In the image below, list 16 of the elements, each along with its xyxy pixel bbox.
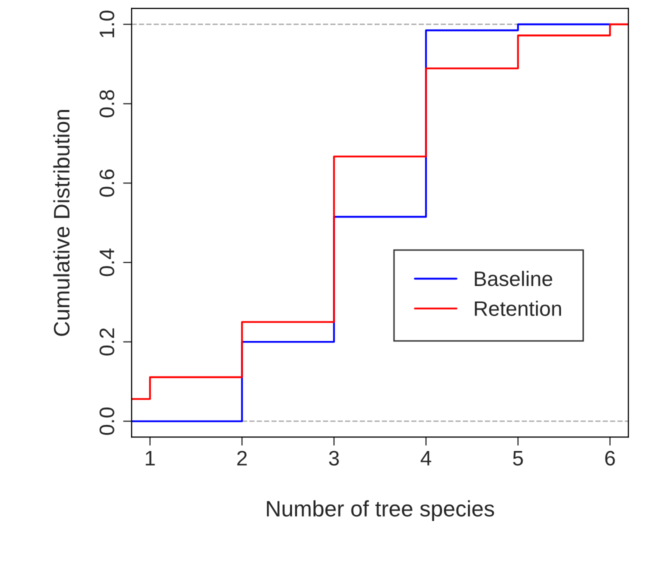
x-axis-title: Number of tree species bbox=[266, 500, 494, 521]
legend-label: Baseline bbox=[474, 270, 552, 286]
x-tick-label: 1 bbox=[146, 451, 155, 466]
y-tick-label: 0.2 bbox=[100, 328, 114, 356]
y-tick-label: 0.0 bbox=[100, 408, 114, 435]
x-tick-label: 4 bbox=[420, 451, 432, 466]
y-tick-label: 0.8 bbox=[100, 90, 114, 118]
y-tick-label: 1.0 bbox=[100, 10, 114, 38]
legend-label: Retention bbox=[474, 300, 562, 316]
x-tick-label: 6 bbox=[605, 450, 615, 466]
x-tick-label: 5 bbox=[513, 451, 523, 466]
x-tick-label: 3 bbox=[329, 450, 339, 466]
y-axis-title: Cumulative Distribution bbox=[53, 110, 70, 336]
y-tick-label: 0.4 bbox=[100, 248, 114, 276]
y-tick-label: 0.6 bbox=[100, 170, 114, 197]
x-tick-label: 2 bbox=[237, 450, 247, 466]
